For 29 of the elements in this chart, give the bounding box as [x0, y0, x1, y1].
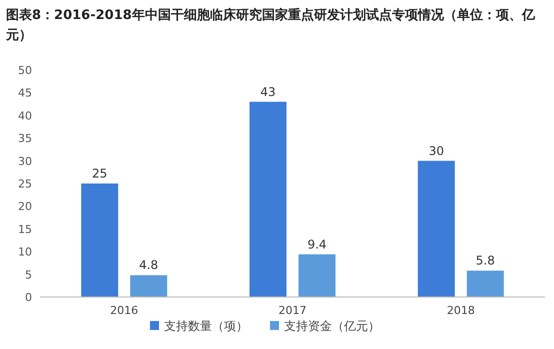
- y-tick-label: 35: [18, 132, 32, 146]
- y-tick-label: 45: [18, 86, 32, 100]
- legend-label: 支持数量（项）: [164, 319, 248, 333]
- chart-title: 图表8：2016-2018年中国干细胞临床研究国家重点研发计划试点专项情况（单位：项、亿元）: [6, 6, 536, 45]
- x-tick-label: 2018: [446, 304, 475, 317]
- y-tick-label: 20: [18, 200, 32, 214]
- y-tick-label: 30: [18, 154, 32, 168]
- data-label: 5.8: [476, 254, 495, 268]
- x-tick-label: 2016: [110, 304, 138, 317]
- bar: [466, 270, 504, 297]
- bar: [418, 160, 455, 297]
- data-label: 4.8: [139, 258, 158, 272]
- y-tick-label: 0: [25, 291, 32, 304]
- y-tick-label: 10: [18, 246, 32, 259]
- x-tick-label: 2017: [278, 304, 306, 317]
- y-tick-label: 5: [25, 268, 32, 282]
- y-tick-label: 15: [18, 222, 32, 236]
- bar: [250, 102, 286, 297]
- y-tick-label: 25: [18, 178, 32, 190]
- bar: [130, 275, 168, 297]
- y-tick-label: 40: [18, 109, 32, 122]
- bar: [298, 254, 336, 297]
- data-label: 43: [260, 84, 276, 99]
- legend-label: 支持资金（亿元）: [284, 319, 380, 333]
- data-label: 9.4: [307, 237, 327, 252]
- data-label: 25: [92, 166, 108, 180]
- y-tick-label: 50: [18, 64, 32, 77]
- data-label: 30: [428, 144, 444, 158]
- bar: [81, 184, 118, 297]
